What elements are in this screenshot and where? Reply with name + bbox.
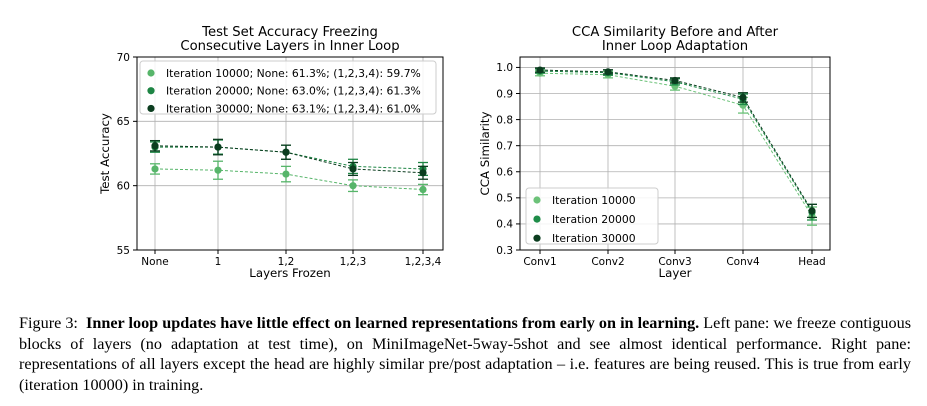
right-chart: Conv1 Conv2 Conv3 Conv4 Head 0.3 0.4 0.5 0.6 0.7 0…	[478, 25, 831, 280]
legend-marker	[147, 104, 155, 113]
data-point	[349, 165, 357, 173]
data-point	[604, 68, 612, 76]
caption-label: Figure 3:	[19, 314, 78, 332]
x-axis-label: Layers Frozen	[249, 266, 330, 280]
y-tick-label: 0.6	[496, 167, 513, 179]
y-tick-label: 0.9	[496, 88, 513, 100]
data-point	[739, 101, 747, 109]
y-tick-label: 70	[117, 52, 130, 64]
legend-label: Iteration 30000; None: 63.1%; (1,2,3,4):…	[166, 102, 421, 115]
legend-marker	[533, 234, 541, 242]
legend-label: Iteration 10000	[552, 194, 636, 207]
data-point	[282, 170, 290, 178]
y-axis-label: CCA Similarity	[478, 111, 492, 195]
legend-box	[525, 187, 659, 245]
chart-title-line: Test Set Accuracy Freezing	[201, 25, 378, 40]
data-point	[536, 66, 544, 74]
x-axis-label: Layer	[659, 266, 692, 280]
x-tick-label: Conv2	[591, 256, 624, 268]
data-point	[739, 93, 747, 102]
y-tick-label: 0.3	[496, 245, 513, 257]
chart-title-line: CCA Similarity Before and After	[572, 25, 779, 40]
x-tick-label: Conv1	[523, 256, 556, 268]
x-tick-label: None	[141, 256, 168, 268]
y-tick-label: 0.8	[496, 114, 513, 126]
x-tick-label: 1	[215, 256, 222, 268]
data-point	[214, 166, 222, 174]
data-point	[214, 143, 222, 151]
figure: None 1 1,2 1,2,3 1,2,3,4 55 60 65 70 Test Set Acc…	[98, 25, 831, 280]
legend-label: Iteration 20000; None: 63.0%; (1,2,3,4):…	[166, 85, 421, 98]
x-tick-label: 1,2,3,4	[405, 256, 442, 268]
figure-caption: Figure 3: Inner loop updates have little…	[19, 313, 911, 395]
legend-marker	[533, 196, 541, 204]
y-tick-label: 1.0	[496, 62, 513, 74]
y-tick-label: 0.5	[496, 193, 513, 205]
data-point	[151, 165, 159, 173]
caption-text: Left pane: we freeze contiguous blocks o…	[19, 314, 911, 394]
left-chart: None 1 1,2 1,2,3 1,2,3,4 55 60 65 70 Test Set Acc…	[98, 25, 444, 280]
legend-marker	[147, 87, 155, 95]
legend-label: Iteration 20000	[552, 213, 636, 226]
data-point	[808, 207, 816, 215]
y-tick-label: 60	[117, 180, 130, 192]
legend-label: Iteration 30000	[552, 232, 636, 245]
y-tick-label: 55	[117, 245, 130, 257]
legend-label: Iteration 10000; None: 61.3%; (1,2,3,4):…	[166, 67, 421, 80]
y-tick-label: 65	[117, 116, 130, 128]
x-tick-label: Conv4	[726, 256, 760, 268]
x-tick-label: Head	[798, 256, 825, 268]
chart-title-line: Consecutive Layers in Inner Loop	[180, 39, 399, 54]
legend-marker	[147, 69, 155, 77]
data-point	[419, 169, 427, 177]
data-point	[282, 148, 290, 156]
caption-bold: Inner loop updates have little effect on…	[86, 314, 700, 332]
plot-frame	[136, 56, 444, 251]
chart-title-line: Inner Loop Adaptation	[602, 39, 748, 54]
x-tick-label: Conv3	[658, 256, 691, 268]
y-tick-label: 0.7	[496, 140, 513, 152]
data-point	[419, 185, 427, 194]
series-line	[154, 168, 424, 191]
data-point	[151, 142, 159, 150]
legend-box	[139, 60, 437, 115]
y-tick-label: 0.4	[496, 219, 513, 231]
x-tick-label: 1,2,3	[340, 256, 367, 268]
data-point	[349, 182, 357, 190]
legend-marker	[533, 215, 541, 223]
x-tick-label: 1,2	[278, 256, 295, 268]
y-axis-label: Test Accuracy	[98, 113, 112, 195]
data-point	[671, 76, 679, 85]
